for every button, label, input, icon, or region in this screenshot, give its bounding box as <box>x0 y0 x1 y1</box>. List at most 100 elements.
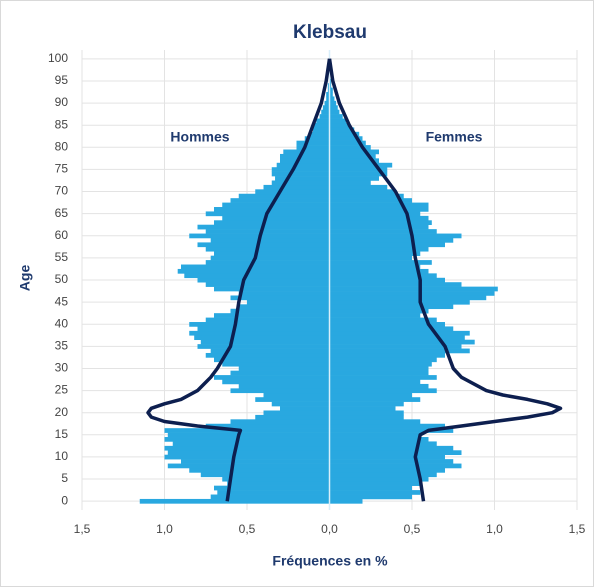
bar <box>296 140 330 146</box>
bar <box>329 410 404 416</box>
bar <box>222 215 330 221</box>
bar <box>329 454 445 460</box>
bar <box>329 428 454 433</box>
bar <box>238 383 330 389</box>
bar <box>329 476 429 482</box>
bar <box>313 127 330 133</box>
bar <box>329 242 445 248</box>
bar <box>276 162 330 168</box>
reference-line <box>146 58 332 502</box>
bar <box>255 397 330 402</box>
y-tick-label: 60 <box>55 228 69 242</box>
bar <box>194 335 330 341</box>
bar <box>329 140 366 146</box>
bar <box>329 171 388 177</box>
x-tick-label: 1,0 <box>486 522 503 536</box>
y-tick-label: 30 <box>55 361 69 375</box>
bar <box>214 375 330 380</box>
bar <box>238 193 330 199</box>
reference-line <box>327 58 563 502</box>
chart-title: Klebsau <box>293 22 367 43</box>
bar <box>217 490 330 495</box>
bar <box>247 299 330 305</box>
bar <box>329 445 454 451</box>
bar <box>329 246 429 252</box>
bar <box>238 366 330 371</box>
bar <box>329 162 393 168</box>
bar <box>222 202 330 208</box>
bar <box>205 317 330 323</box>
x-tick-label: 1,0 <box>156 522 173 536</box>
bar <box>200 472 330 478</box>
bar <box>329 322 445 327</box>
bar <box>200 339 330 345</box>
y-tick-label: 85 <box>55 117 69 131</box>
bar <box>329 237 454 243</box>
bar <box>197 242 330 248</box>
bar <box>275 176 330 181</box>
bar <box>329 268 429 274</box>
bar <box>172 441 330 447</box>
bar <box>329 379 421 385</box>
y-tick-label: 35 <box>55 339 69 353</box>
bar <box>329 207 429 212</box>
bar <box>329 260 432 265</box>
bar <box>329 229 437 234</box>
y-tick-label: 55 <box>55 250 69 264</box>
y-tick-label: 20 <box>55 405 69 419</box>
bar <box>214 207 330 212</box>
bar <box>327 83 330 88</box>
bar <box>210 348 330 354</box>
y-axis-label: Age <box>17 265 33 292</box>
bar <box>329 184 388 190</box>
x-tick-label: 1,5 <box>74 522 91 536</box>
bar <box>329 220 432 226</box>
bar <box>329 348 470 354</box>
bar <box>329 326 454 332</box>
y-tick-label: 75 <box>55 162 69 176</box>
y-tick-label: 80 <box>55 139 69 153</box>
bar <box>329 472 437 478</box>
bar <box>214 485 330 491</box>
bar <box>329 202 429 208</box>
bar <box>164 445 330 451</box>
bar <box>214 220 330 226</box>
bar <box>164 428 330 433</box>
x-tick-label: 0,0 <box>321 522 338 536</box>
bar <box>205 352 330 358</box>
bar <box>189 467 330 473</box>
series-label: Femmes <box>426 129 483 145</box>
bar <box>329 463 462 469</box>
bar <box>329 224 429 230</box>
bar <box>205 246 330 252</box>
bar <box>329 78 332 84</box>
bar <box>214 313 330 318</box>
bar <box>329 375 437 380</box>
bar <box>296 145 330 150</box>
bar <box>329 127 355 133</box>
bar <box>271 401 330 407</box>
bar <box>263 184 330 190</box>
bar <box>329 122 350 128</box>
y-tick-label: 15 <box>55 427 69 441</box>
y-tick-label: 50 <box>55 272 69 286</box>
bar <box>329 158 379 164</box>
bar <box>329 392 412 398</box>
bar <box>214 357 330 363</box>
x-tick-label: 1,5 <box>569 522 586 536</box>
bar <box>230 308 330 314</box>
bar <box>271 180 330 186</box>
bar <box>263 410 330 416</box>
bar <box>271 167 330 172</box>
bar <box>329 180 371 186</box>
bar <box>329 100 337 106</box>
bar <box>205 423 330 429</box>
bar <box>177 268 330 274</box>
bar <box>329 498 363 504</box>
bar <box>329 282 462 287</box>
bar <box>329 273 437 279</box>
bar <box>329 198 412 203</box>
bar <box>322 105 330 111</box>
bar <box>197 344 330 349</box>
